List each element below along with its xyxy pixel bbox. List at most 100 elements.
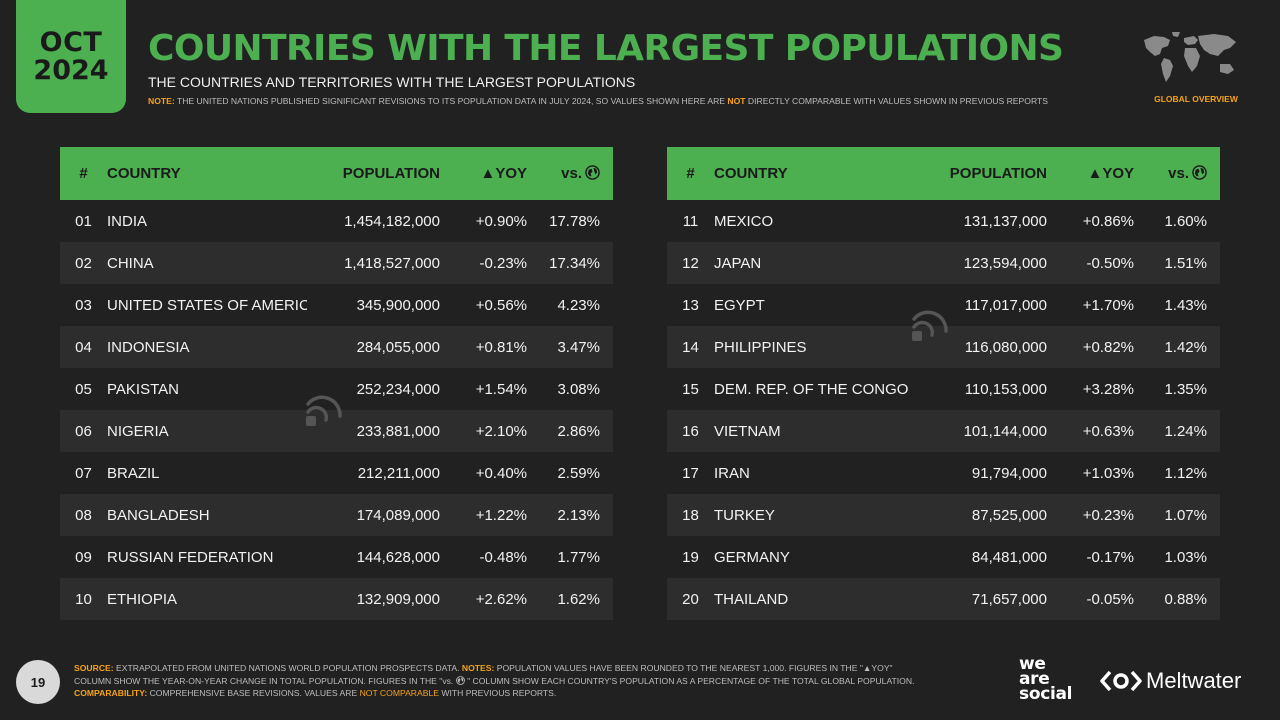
cell-country: EGYPT [714,296,765,314]
col-rank: # [79,165,88,182]
cell-country: MEXICO [714,212,774,230]
cell-rank: 14 [682,338,699,356]
table-row: 14 PHILIPPINES 116,080,000 +0.82% 1.42% [667,326,1220,368]
page-subtitle: THE COUNTRIES AND TERRITORIES WITH THE L… [148,74,636,90]
cell-yoy: +0.63% [1082,422,1134,440]
cell-population: 91,794,000 [971,464,1047,482]
notes-text-3: " COLUMN SHOW EACH COUNTRY'S POPULATION … [464,675,915,686]
cell-population: 132,909,000 [356,590,440,608]
cell-rank: 13 [682,296,699,314]
cell-population: 212,211,000 [357,464,440,482]
cell-share: 3.08% [557,380,600,398]
cell-population: 110,153,000 [964,380,1047,398]
cell-population: 1,454,182,000 [344,212,440,230]
table-row: 11 MEXICO 131,137,000 +0.86% 1.60% [667,200,1220,242]
table-header: # COUNTRY POPULATION ▲YOY vs. [60,147,613,200]
cell-yoy: -0.48% [479,548,527,566]
cell-share: 17.34% [549,254,600,272]
cell-share: 17.78% [549,212,600,230]
cell-population: 144,628,000 [356,548,440,566]
cell-rank: 06 [75,422,92,440]
cell-share: 1.03% [1164,548,1207,566]
cell-country: VIETNAM [714,422,781,440]
footer-line-1: SOURCE: EXTRAPOLATED FROM UNITED NATIONS… [74,662,914,675]
cell-population: 1,418,527,000 [344,254,440,272]
cell-country: GERMANY [714,548,790,566]
table-row: 01 INDIA 1,454,182,000 +0.90% 17.78% [60,200,613,242]
cell-yoy: +0.40% [475,464,527,482]
cell-share: 1.62% [557,590,600,608]
cell-population: 233,881,000 [356,422,440,440]
cell-population: 101,144,000 [963,422,1047,440]
cell-country: INDIA [107,212,148,230]
meltwater-mark-icon [1100,670,1142,692]
cell-rank: 07 [75,464,92,482]
cell-share: 1.35% [1164,380,1207,398]
table-row: 20 THAILAND 71,657,000 -0.05% 0.88% [667,578,1220,620]
meltwater-logo: Meltwater [1100,668,1241,694]
cell-population: 284,055,000 [356,338,440,356]
note-label: NOTE: [148,96,175,106]
col-share-label: vs. [1168,165,1189,182]
cell-country: PHILIPPINES [714,338,807,356]
cell-country: IRAN [714,464,750,482]
logo-line-we: we [1019,654,1046,674]
table-row: 16 VIETNAM 101,144,000 +0.63% 1.24% [667,410,1220,452]
col-share: vs. [1134,165,1207,182]
cell-share: 1.43% [1164,296,1207,314]
col-country: COUNTRY [714,165,788,182]
cell-rank: 18 [682,506,699,524]
cell-yoy: -0.05% [1086,590,1134,608]
cell-yoy: +0.90% [475,212,527,230]
cell-country: CHINA [107,254,154,272]
table-row: 17 IRAN 91,794,000 +1.03% 1.12% [667,452,1220,494]
cell-rank: 11 [682,212,699,230]
cell-rank: 16 [682,422,699,440]
cell-country: RUSSIAN FEDERATION [107,548,274,566]
globe-icon [585,165,600,180]
cell-country: UNITED STATES OF AMERICA [107,296,307,314]
comparability-text-2: WITH PREVIOUS REPORTS. [439,688,557,698]
table-header: # COUNTRY POPULATION ▲YOY vs. [667,147,1220,200]
cell-share: 1.51% [1164,254,1207,272]
cell-share: 1.12% [1164,464,1207,482]
table-row: 07 BRAZIL 212,211,000 +0.40% 2.59% [60,452,613,494]
cell-yoy: +0.56% [475,296,527,314]
cell-rank: 05 [75,380,92,398]
table-row: 06 NIGERIA 233,881,000 +2.10% 2.86% [60,410,613,452]
cell-rank: 17 [682,464,699,482]
cell-share: 2.59% [557,464,600,482]
population-table-left: # COUNTRY POPULATION ▲YOY vs. 01 INDIA 1,4… [60,147,613,620]
page-number: 19 [16,660,60,704]
col-yoy: ▲YOY [1087,165,1134,182]
cell-share: 4.23% [557,296,600,314]
cell-yoy: +1.22% [475,506,527,524]
cell-yoy: +0.81% [475,338,527,356]
globe-icon [455,675,465,685]
note-text-2: DIRECTLY COMPARABLE WITH VALUES SHOWN IN… [745,96,1048,106]
date-badge: OCT 2024 [16,0,126,113]
cell-yoy: +1.54% [475,380,527,398]
cell-yoy: +0.23% [1082,506,1134,524]
cell-country: TURKEY [714,506,775,524]
cell-share: 1.42% [1164,338,1207,356]
cell-country: PAKISTAN [107,380,179,398]
cell-population: 345,900,000 [356,296,440,314]
cell-share: 3.47% [557,338,600,356]
cell-population: 174,089,000 [356,506,440,524]
cell-rank: 04 [75,338,92,356]
cell-share: 1.24% [1164,422,1207,440]
logo-line-social: social [1019,684,1073,704]
table-row: 08 BANGLADESH 174,089,000 +1.22% 2.13% [60,494,613,536]
date-month: OCT [39,26,103,58]
cell-share: 1.60% [1164,212,1207,230]
cell-yoy: +3.28% [1082,380,1134,398]
cell-country: INDONESIA [107,338,190,356]
col-country: COUNTRY [107,165,181,182]
col-population: POPULATION [949,165,1047,182]
note-not: NOT [727,96,746,106]
population-table-right: # COUNTRY POPULATION ▲YOY vs. 11 MEXICO 13… [667,147,1220,620]
table-row: 12 JAPAN 123,594,000 -0.50% 1.51% [667,242,1220,284]
notes-text-1: POPULATION VALUES HAVE BEEN ROUNDED TO T… [494,663,893,673]
cell-share: 1.77% [557,548,600,566]
